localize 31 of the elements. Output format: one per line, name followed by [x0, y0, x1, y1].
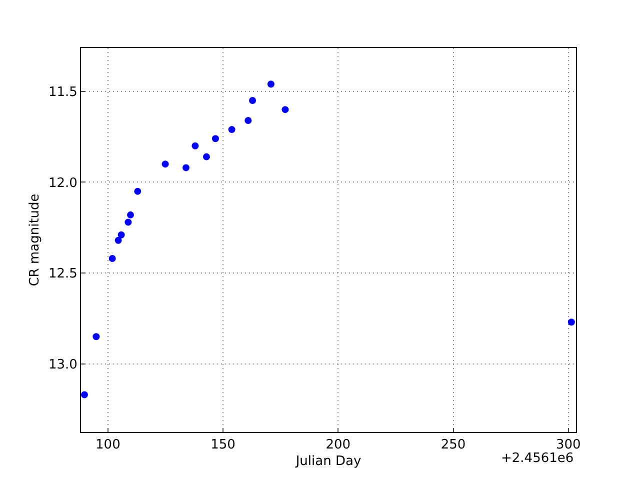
- point: [92, 333, 100, 340]
- text: +2.4561e6: [501, 451, 574, 466]
- point: [182, 164, 190, 172]
- point: [127, 211, 134, 218]
- point: [228, 126, 236, 134]
- point: [282, 106, 289, 114]
- point: [568, 318, 575, 326]
- x-tick-label: 200: [326, 438, 351, 453]
- point: [212, 135, 219, 142]
- y-tick-label: 12.5: [48, 266, 78, 282]
- point: [249, 97, 256, 104]
- point: [118, 231, 125, 238]
- point: [114, 236, 122, 244]
- x-tick-label: 150: [210, 438, 236, 453]
- x-tick-label: 300: [556, 438, 581, 453]
- x-axis-title: Julian Day: [294, 454, 362, 470]
- x-tick-label: 100: [96, 438, 120, 453]
- y-tick-label: 13.0: [48, 357, 78, 372]
- point: [192, 142, 199, 150]
- y-tick-label: 11.5: [48, 84, 78, 100]
- point: [134, 188, 142, 195]
- point: [202, 153, 210, 160]
- point: [162, 160, 169, 168]
- point: [124, 218, 132, 226]
- point: [108, 255, 116, 262]
- point: [267, 80, 274, 88]
- y-axis-title: CR magnitude: [27, 194, 42, 286]
- point: [80, 391, 88, 398]
- point: [244, 116, 252, 124]
- y-tick-label: 12.0: [48, 176, 78, 191]
- x-tick-label: 250: [440, 438, 466, 453]
